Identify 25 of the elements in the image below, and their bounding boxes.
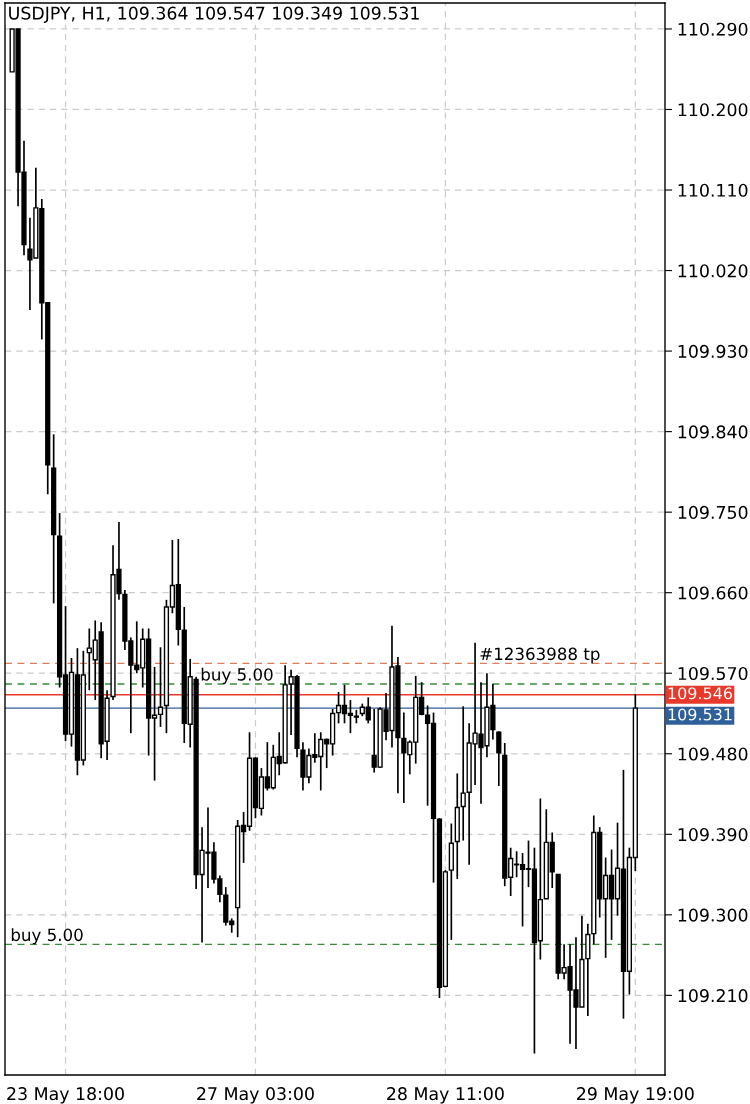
ref-line-label: buy 5.00 xyxy=(201,667,273,684)
y-tick-label: 110.290 xyxy=(678,22,748,36)
y-tick-label: 109.390 xyxy=(678,828,748,842)
candlestick xyxy=(496,730,502,787)
ref-line-label: #12363988 tp xyxy=(480,647,600,664)
y-tick-label: 110.110 xyxy=(678,183,748,197)
y-tick-label: 109.570 xyxy=(678,666,748,681)
ref-line-label: 109.546 xyxy=(668,687,733,700)
y-tick-label: 109.300 xyxy=(678,908,748,922)
chart-title: USDJPY, H1, 109.364 109.547 109.349 109.531 xyxy=(9,6,419,23)
x-tick-label: 23 May 18:00 xyxy=(7,1087,124,1104)
y-tick-label: 109.930 xyxy=(678,344,748,358)
y-tick-label: 110.020 xyxy=(678,264,748,278)
ref-line-label: 109.531 xyxy=(668,708,732,721)
x-tick-label: 27 May 03:00 xyxy=(197,1087,314,1104)
candlestick xyxy=(157,646,164,728)
y-tick-label: 109.660 xyxy=(678,586,748,600)
x-tick-label: 28 May 11:00 xyxy=(387,1087,504,1104)
y-tick-label: 109.840 xyxy=(678,425,748,439)
y-tick-label: 110.200 xyxy=(678,103,748,117)
x-tick-label: 29 May 19:00 xyxy=(577,1087,694,1104)
y-tick-label: 109.480 xyxy=(678,747,748,761)
y-tick-label: 109.210 xyxy=(678,989,748,1003)
y-tick-label: 109.750 xyxy=(678,505,748,519)
ref-line-label: buy 5.00 xyxy=(11,928,83,945)
